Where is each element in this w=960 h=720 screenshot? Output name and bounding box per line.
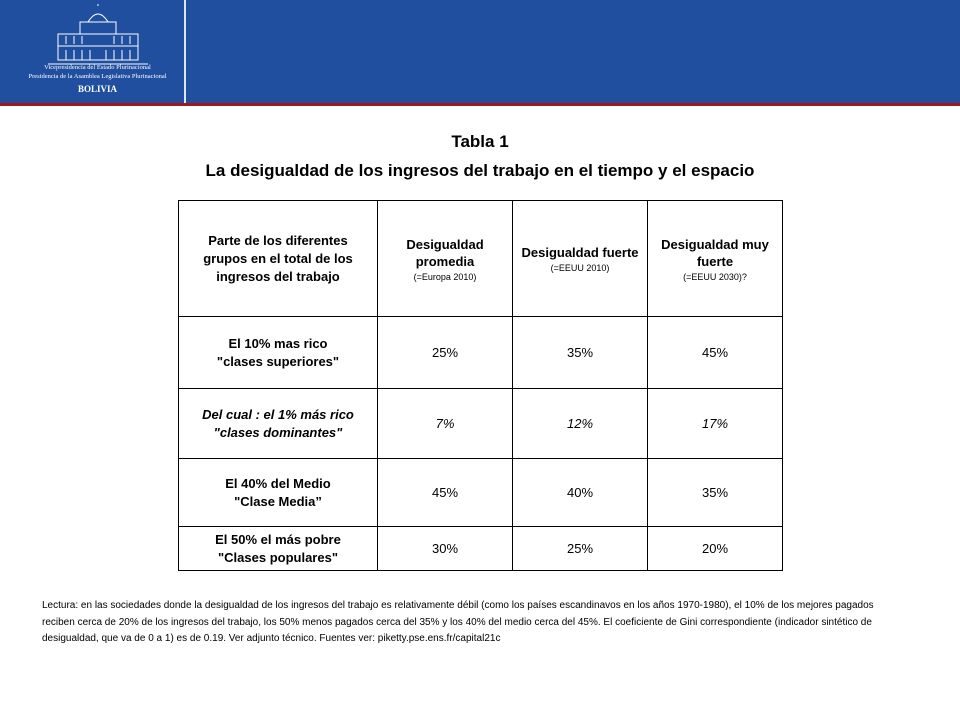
table-row: El 50% el más pobre "Clases populares" 30%… (178, 526, 783, 571)
logo (48, 4, 148, 65)
table-number: Tabla 1 (451, 132, 509, 151)
header-cell: Desigualdad promedia (=Europa 2010) (377, 200, 513, 317)
row-label: "clases dominantes" (213, 424, 343, 440)
value-cell: 45% (647, 316, 783, 389)
header-bar: Vicepresidencia del Estado Plurinacional… (0, 0, 960, 103)
value-cell: 17% (647, 388, 783, 459)
row-label: "Clase Media” (234, 493, 322, 509)
table-row: Del cual : el 1% más rico "clases dominan… (178, 388, 783, 459)
header-cell: Parte de los diferentes grupos en el tot… (178, 200, 378, 317)
row-label: El 10% mas rico (228, 335, 328, 351)
row-label-cell: Del cual : el 1% más rico "clases dominan… (178, 388, 378, 459)
table-row: El 40% del Medio "Clase Media” 45% 40% 35% (178, 458, 783, 527)
value-cell: 12% (512, 388, 648, 459)
value-cell: 25% (512, 526, 648, 571)
row-label: El 40% del Medio (225, 475, 331, 491)
header-cell: Desigualdad muy fuerte (=EEUU 2030)? (647, 200, 783, 317)
header-row: Parte de los diferentes grupos en el tot… (178, 200, 783, 317)
value-cell: 45% (377, 458, 513, 527)
value-cell: 35% (512, 316, 648, 389)
institution-line: Presidencia de la Asamblea Legislativa P… (28, 73, 167, 80)
data-table: Parte de los diferentes grupos en el tot… (178, 200, 783, 571)
header-title: Desigualdad muy fuerte (661, 236, 769, 269)
header-note: (=EEUU 2010) (550, 263, 610, 273)
row-label: El 50% el más pobre (215, 531, 341, 547)
table-row: El 10% mas rico "clases superiores" 25% 35%… (178, 316, 783, 389)
row-label: Del cual : el 1% más rico (202, 406, 354, 422)
row-label-cell: El 50% el más pobre "Clases populares" (178, 526, 378, 571)
country: BOLIVIA (77, 84, 117, 94)
divider (184, 0, 186, 103)
header-title: Desigualdad promedia (406, 236, 484, 269)
row-label-cell: El 40% del Medio "Clase Media” (178, 458, 378, 527)
institution-line: Vicepresidencia del Estado Plurinacional (44, 64, 151, 71)
header-note: (=EEUU 2030)? (683, 271, 747, 282)
footnote: Lectura: en las sociedades donde la desi… (42, 600, 874, 644)
row-label-cell: El 10% mas rico "clases superiores" (178, 316, 378, 389)
value-cell: 30% (377, 526, 513, 571)
value-cell: 35% (647, 458, 783, 527)
row-label: "Clases populares" (218, 549, 338, 565)
value-cell: 7% (377, 388, 513, 459)
value-cell: 20% (647, 526, 783, 571)
accent-line (0, 103, 960, 106)
header-note: (=Europa 2010) (413, 271, 477, 282)
table-title: La desigualdad de los ingresos del traba… (205, 161, 755, 180)
header-title: Desigualdad fuerte (521, 245, 639, 260)
value-cell: 40% (512, 458, 648, 527)
value-cell: 25% (377, 316, 513, 389)
header-cell: Desigualdad fuerte (=EEUU 2010) (512, 200, 648, 317)
row-label: "clases superiores" (216, 353, 340, 369)
